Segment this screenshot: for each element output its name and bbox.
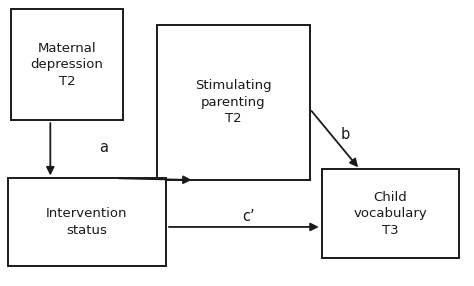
FancyBboxPatch shape — [10, 9, 123, 120]
Text: Child
vocabulary
T3: Child vocabulary T3 — [354, 191, 427, 237]
Text: a: a — [99, 140, 108, 155]
FancyArrowPatch shape — [169, 224, 317, 230]
FancyBboxPatch shape — [8, 178, 166, 266]
FancyArrowPatch shape — [47, 123, 54, 174]
Text: Maternal
depression
T2: Maternal depression T2 — [30, 42, 103, 88]
FancyBboxPatch shape — [321, 170, 459, 258]
FancyArrowPatch shape — [311, 111, 357, 166]
Text: c’: c’ — [243, 210, 255, 225]
Text: Intervention
status: Intervention status — [46, 207, 128, 237]
Text: Stimulating
parenting
T2: Stimulating parenting T2 — [195, 80, 272, 126]
FancyArrowPatch shape — [119, 176, 190, 183]
FancyBboxPatch shape — [157, 25, 310, 180]
Text: b: b — [341, 127, 350, 142]
